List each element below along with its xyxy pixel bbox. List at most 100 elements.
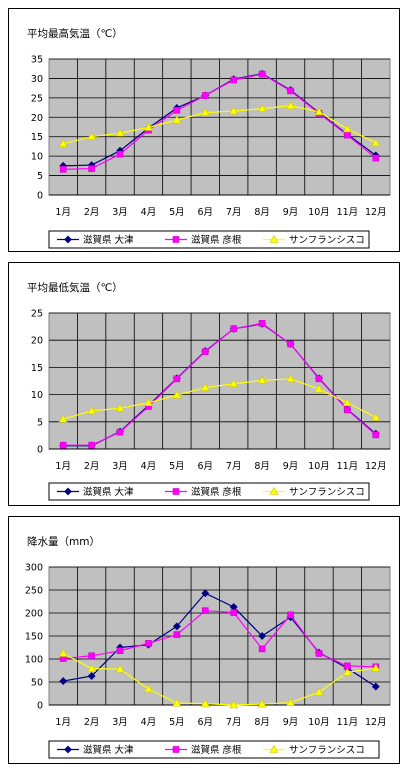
data-point (201, 589, 210, 598)
y-tick-label: 15 (31, 132, 43, 143)
x-tick-label: 4月 (141, 717, 157, 728)
x-tick-label: 5月 (169, 461, 185, 472)
data-point (342, 667, 352, 676)
x-tick-label: 8月 (254, 461, 270, 472)
legend-label: 滋賀県 大津 (83, 486, 134, 498)
legend-marker (269, 234, 279, 243)
data-point (258, 645, 266, 653)
data-point (143, 398, 153, 407)
y-tick-label: 0 (37, 445, 43, 456)
legend-label: 滋賀県 大津 (83, 744, 134, 756)
data-point (372, 154, 380, 162)
series-line (63, 610, 376, 668)
data-point (87, 672, 96, 680)
data-point (286, 374, 296, 383)
data-point (115, 128, 125, 137)
legend-label: 滋賀県 彦根 (191, 234, 242, 246)
x-tick-label: 11月 (337, 717, 359, 728)
data-point (372, 431, 380, 439)
series-line (63, 322, 377, 446)
legend-marker (64, 235, 72, 244)
data-point (230, 325, 238, 333)
legend-marker (269, 486, 279, 495)
legend-marker (172, 488, 180, 495)
x-tick-label: 7月 (226, 207, 242, 218)
data-point (173, 631, 181, 638)
legend-label: サンフランシスコ (289, 487, 365, 498)
series-line (63, 105, 377, 145)
data-point (88, 652, 95, 660)
x-tick-label: 6月 (198, 461, 214, 472)
data-point (88, 165, 95, 172)
x-tick-label: 6月 (198, 717, 214, 728)
data-point (115, 403, 125, 412)
legend-marker (64, 487, 72, 496)
chart-panel-max-temp: 平均最高気温（℃） 0 5 10 15 20 25 30 35 1月 2月 3月 4月 5月 6月 7月 8月 9… (8, 8, 400, 252)
x-tick-label: 3月 (112, 717, 128, 728)
y-tick-label: 35 (31, 55, 43, 66)
data-point (371, 682, 380, 691)
legend-label: サンフランシスコ (289, 235, 365, 246)
data-point (287, 340, 294, 348)
y-tick-label: 0 (37, 191, 43, 202)
legend: 滋賀県 大津 滋賀県 彦根 サンフランシスコ (48, 230, 370, 249)
x-tick-label: 8月 (254, 207, 270, 218)
series-line (63, 73, 377, 170)
x-tick-label: 10月 (308, 717, 330, 728)
min-temp-chart: 平均最低気温（℃） 0 5 10 15 20 25 1月 2月 3月 4月 5月 6月 7月 8月 9月 10月… (27, 281, 391, 501)
x-tick-label: 2月 (84, 461, 100, 472)
y-tick-label: 150 (25, 632, 43, 643)
data-point (286, 101, 296, 109)
data-point (88, 441, 95, 449)
data-point (58, 648, 68, 657)
y-tick-label: 250 (25, 586, 43, 597)
y-tick-label: 25 (31, 309, 43, 320)
x-tick-label: 9月 (283, 461, 299, 472)
x-tick-label: 11月 (337, 461, 359, 472)
data-point (59, 166, 67, 173)
data-point (342, 124, 352, 133)
series-3 (58, 374, 381, 423)
legend: 滋賀県 大津 滋賀県 彦根 サンフランシスコ (48, 740, 380, 759)
data-point (116, 150, 124, 158)
data-point (258, 320, 266, 327)
data-point (287, 87, 294, 95)
chart-title: 平均最低気温（℃） (27, 281, 123, 294)
data-point (230, 76, 238, 84)
data-point (172, 622, 181, 631)
data-point (258, 70, 266, 78)
chart-title: 降水量（mm） (27, 535, 100, 548)
series-line (63, 378, 377, 420)
data-point (200, 699, 210, 707)
series-3 (58, 648, 381, 709)
data-point (371, 412, 381, 421)
legend: 滋賀県 大津 滋賀県 彦根 サンフランシスコ (48, 482, 370, 501)
data-point (344, 131, 351, 139)
x-tick-label: 8月 (254, 717, 270, 728)
data-point (58, 414, 68, 423)
y-tick-label: 15 (31, 363, 43, 374)
data-point (200, 382, 210, 391)
data-point (116, 428, 124, 436)
x-tick-label: 4月 (141, 207, 157, 218)
legend-marker (64, 745, 72, 754)
data-point (230, 609, 238, 616)
x-tick-label: 3月 (112, 461, 128, 472)
data-point (315, 375, 323, 383)
x-tick-label: 10月 (308, 461, 330, 472)
legend-marker (172, 236, 180, 243)
data-point (342, 398, 352, 407)
legend-marker (269, 744, 279, 753)
data-point (257, 104, 267, 113)
data-point (59, 441, 67, 449)
data-point (314, 384, 324, 393)
legend-label: 滋賀県 大津 (83, 234, 134, 246)
y-tick-label: 10 (31, 390, 43, 401)
y-tick-label: 50 (31, 678, 43, 689)
data-point (200, 108, 210, 116)
data-point (172, 115, 182, 124)
x-tick-label: 7月 (226, 461, 242, 472)
y-tick-label: 200 (25, 609, 43, 620)
data-point (87, 406, 97, 415)
legend-label: サンフランシスコ (289, 745, 365, 756)
